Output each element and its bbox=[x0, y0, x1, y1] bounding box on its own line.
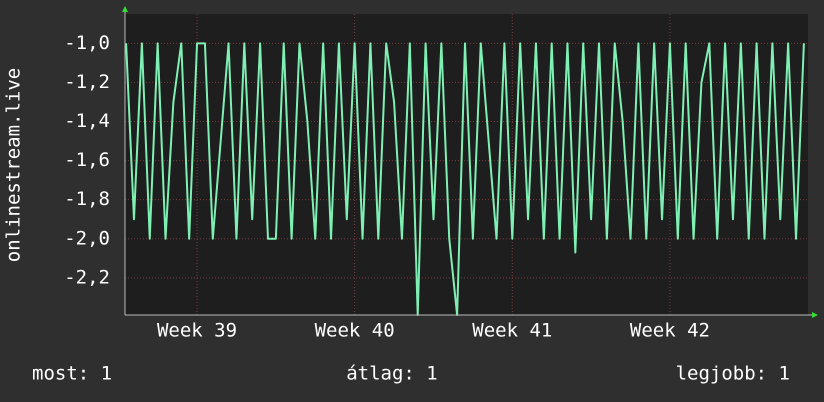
x-tick-label: Week 40 bbox=[315, 320, 395, 342]
x-tick-label: Week 42 bbox=[630, 320, 710, 342]
grid bbox=[125, 14, 808, 315]
y-tick-label: -1,4 bbox=[64, 110, 110, 132]
series bbox=[125, 42, 805, 316]
data-line bbox=[125, 42, 805, 316]
y-tick-label: -2,0 bbox=[64, 227, 110, 249]
x-tick-label: Week 39 bbox=[157, 320, 237, 342]
x-tick-label: Week 41 bbox=[472, 320, 552, 342]
x-arrow bbox=[812, 312, 818, 318]
y-tick-label: -1,0 bbox=[64, 32, 110, 54]
y-tick-label: -1,2 bbox=[64, 71, 110, 93]
y-arrow bbox=[122, 6, 128, 12]
y-tick-label: -2,2 bbox=[64, 266, 110, 288]
y-tick-label: -1,8 bbox=[64, 188, 110, 210]
y-axis-label: onlinestream.live bbox=[3, 68, 25, 262]
stat-max: legjobb: 1 bbox=[676, 363, 790, 385]
y-tick-label: -1,6 bbox=[64, 149, 110, 171]
stat-average: átlag: 1 bbox=[346, 363, 438, 385]
stat-current: most: 1 bbox=[32, 363, 112, 385]
